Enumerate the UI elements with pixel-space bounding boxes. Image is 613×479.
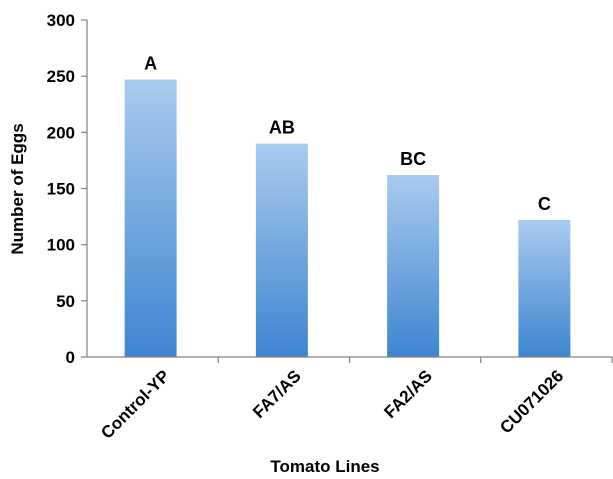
bar-fa2-as: [387, 175, 440, 357]
bar-cu071026: [518, 219, 571, 357]
x-category-label: CU071026: [496, 366, 567, 437]
x-category-label: Control-YP: [97, 366, 173, 442]
x-category-label: FA7/AS: [249, 366, 305, 422]
x-axis-title: Tomato Lines: [270, 457, 379, 476]
y-tick-label: 300: [47, 11, 75, 30]
bar-control-yp: [124, 79, 177, 357]
x-category-label: FA2/AS: [380, 366, 436, 422]
y-tick-label: 150: [47, 180, 75, 199]
bars: [124, 79, 571, 357]
y-tick-label: 250: [47, 67, 75, 86]
bar-data-label: C: [538, 194, 551, 214]
y-tick-label: 50: [56, 292, 75, 311]
bar-data-label: A: [144, 54, 157, 74]
bar-fa7-as: [255, 143, 308, 357]
y-axis-title: Number of Eggs: [8, 123, 27, 254]
y-tick-label: 0: [66, 348, 75, 367]
y-axis-ticks: 0 50 100 150 200 250 300: [47, 11, 87, 367]
bar-data-label: AB: [269, 118, 295, 138]
x-axis-categories: Control-YP FA7/AS FA2/AS CU071026: [97, 357, 613, 443]
y-tick-label: 100: [47, 236, 75, 255]
data-labels: A AB BC C: [144, 54, 551, 214]
y-tick-label: 200: [47, 123, 75, 142]
bar-data-label: BC: [400, 149, 426, 169]
